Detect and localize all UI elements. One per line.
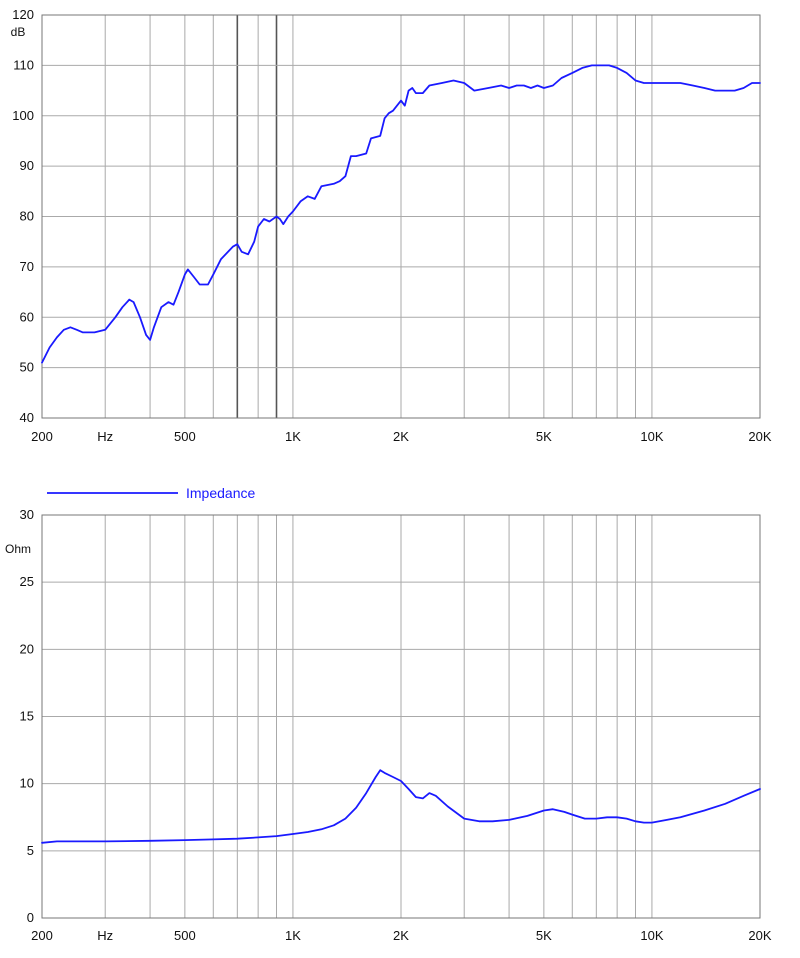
legend-label: Impedance [186,485,255,501]
x-tick-label: 2K [393,429,409,444]
x-tick-label: 200 [31,429,53,444]
y-tick-label: 15 [20,709,34,724]
y-tick-label: 0 [27,910,34,925]
x-tick-label: 500 [174,928,196,943]
y-axis-label: Ohm [5,542,31,556]
y-tick-label: 60 [20,309,34,324]
y-tick-label: 100 [12,108,34,123]
y-tick-label: 30 [20,507,34,522]
y-tick-label: 90 [20,158,34,173]
x-tick-label: 2K [393,928,409,943]
x-tick-label: 1K [285,928,301,943]
x-tick-label: 20K [748,429,771,444]
y-tick-label: 80 [20,209,34,224]
y-tick-label: 20 [20,641,34,656]
y-tick-label: 25 [20,574,34,589]
x-tick-label: 200 [31,928,53,943]
y-tick-label: 120 [12,7,34,22]
y-tick-label: 40 [20,410,34,425]
y-axis-label: dB [11,25,26,39]
frequency-response-chart: 40 50 60 70 80 90 100 110 120 dB 200 Hz 500 1K 2K 5K 10K… [11,7,772,444]
impedance-chart: 0 5 10 15 20 25 30 Ohm 200 Hz 500 1K 2K 5K 10K 20K Imped… [5,485,772,943]
x-tick-label: 5K [536,928,552,943]
y-tick-label: 110 [13,57,34,72]
x-tick-label: 500 [174,429,196,444]
plot-frame [41,14,761,419]
y-tick-label: 70 [20,259,34,274]
series-line [41,769,761,844]
x-tick-label: Hz [97,928,113,943]
y-tick-label: 50 [20,360,34,375]
plot-frame [41,514,761,919]
y-tick-label: 10 [20,776,34,791]
series-line [41,64,761,364]
x-tick-label: 10K [640,928,663,943]
x-tick-label: Hz [97,429,113,444]
y-tick-label: 5 [27,843,34,858]
x-tick-label: 20K [748,928,771,943]
x-tick-label: 10K [640,429,663,444]
x-tick-label: 5K [536,429,552,444]
x-tick-label: 1K [285,429,301,444]
